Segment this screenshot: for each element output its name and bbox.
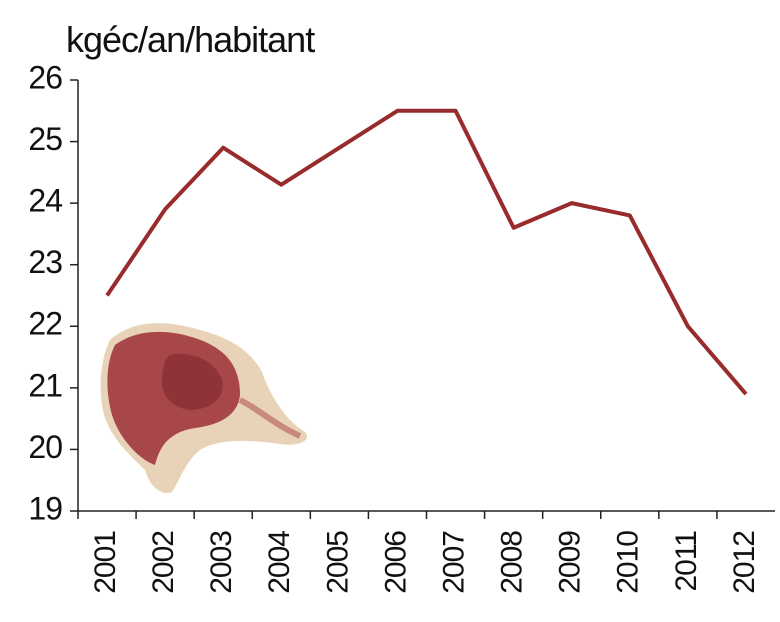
y-tick-label: 23	[28, 244, 62, 280]
data-line	[105, 108, 748, 396]
x-tick-label: 2010	[612, 531, 645, 594]
y-tick-label: 21	[28, 367, 62, 403]
steak-meat-dark	[161, 353, 223, 410]
steak-bone	[238, 397, 302, 439]
x-tick-label: 2012	[728, 531, 761, 594]
x-tick-label: 2005	[321, 531, 354, 594]
x-tick-label: 2011	[670, 531, 703, 592]
x-tick-label: 2009	[554, 531, 587, 594]
y-tick-label: 26	[28, 59, 62, 95]
y-tick-label: 25	[28, 121, 62, 157]
chart-title: kgéc/an/habitant	[66, 19, 315, 60]
y-tick-label: 22	[28, 306, 62, 342]
x-tick-label: 2002	[147, 531, 180, 594]
x-tick-label: 2006	[379, 531, 412, 594]
x-tick-label: 2007	[437, 531, 470, 594]
x-tick-label: 2008	[496, 531, 529, 594]
x-tick-label: 2003	[205, 531, 238, 594]
x-tick-label: 2001	[89, 531, 122, 594]
y-tick-label: 24	[28, 183, 62, 219]
x-tick-label: 2004	[263, 531, 296, 594]
steak-illustration	[100, 323, 308, 493]
y-tick-label: 19	[28, 490, 62, 526]
y-tick-label: 20	[28, 429, 62, 465]
